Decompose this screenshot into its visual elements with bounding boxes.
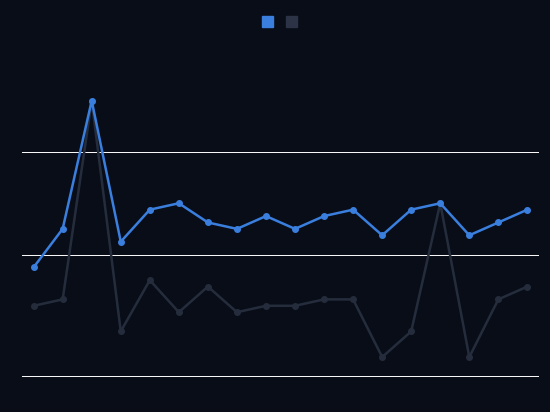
- Legend: , : ,: [257, 11, 304, 34]
